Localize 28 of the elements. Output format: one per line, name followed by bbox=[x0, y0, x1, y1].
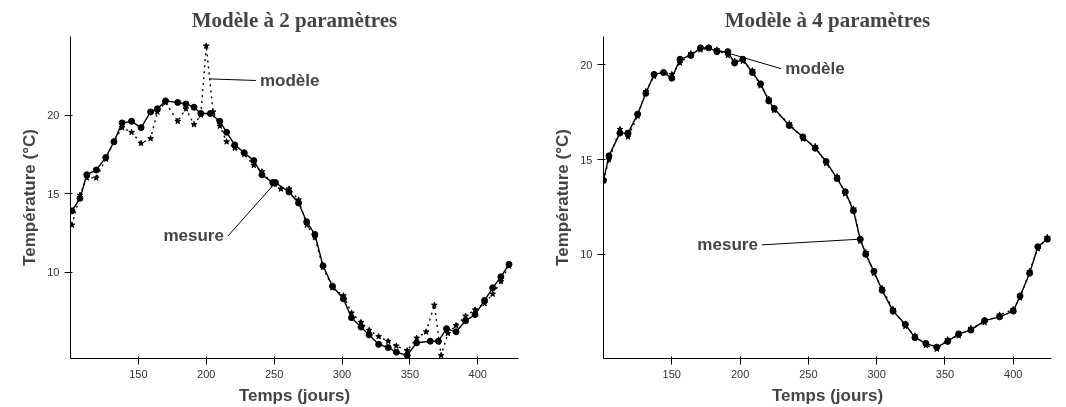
x-tick-label: 250 bbox=[799, 367, 818, 380]
annotation: modèle bbox=[785, 59, 845, 79]
x-tick-label: 200 bbox=[197, 367, 216, 380]
annotation: mesure bbox=[697, 235, 758, 255]
y-tick-label: 20 bbox=[580, 58, 593, 71]
y-tick-label: 10 bbox=[580, 248, 593, 261]
y-axis-title: Température (°C) bbox=[553, 129, 573, 266]
y-tick-label: 15 bbox=[580, 153, 593, 166]
x-tick-label: 300 bbox=[332, 367, 352, 380]
x-axis-title: Temps (jours) bbox=[238, 385, 351, 405]
chart-title: Modèle à 4 paramètres bbox=[724, 7, 931, 32]
annotation: mesure bbox=[163, 226, 224, 246]
x-tick-label: 400 bbox=[468, 367, 487, 380]
x-tick-label: 250 bbox=[264, 367, 284, 380]
x-tick-label: 200 bbox=[730, 367, 750, 380]
x-tick-label: 300 bbox=[867, 367, 886, 380]
x-axis-title: Temps (jours) bbox=[771, 385, 884, 405]
x-tick-label: 150 bbox=[129, 367, 148, 380]
annotation: modèle bbox=[259, 70, 320, 90]
x-tick-label: 350 bbox=[400, 367, 420, 380]
y-tick-label: 10 bbox=[47, 266, 60, 279]
chart-title: Modèle à 2 paramètres bbox=[191, 7, 398, 32]
y-tick-label: 20 bbox=[47, 109, 60, 122]
y-axis-title: Température (°C) bbox=[20, 129, 40, 266]
x-tick-label: 400 bbox=[1004, 367, 1023, 380]
x-tick-label: 350 bbox=[935, 367, 955, 380]
y-tick-label: 15 bbox=[47, 187, 60, 200]
x-tick-label: 150 bbox=[662, 367, 681, 380]
